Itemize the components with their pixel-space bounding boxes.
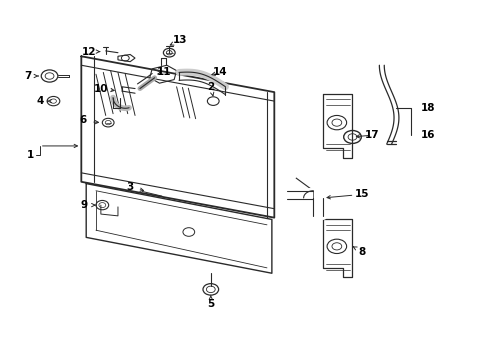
Text: 18: 18	[421, 103, 436, 113]
Text: 9: 9	[80, 200, 87, 210]
Text: 8: 8	[359, 247, 366, 257]
Text: 11: 11	[157, 67, 171, 77]
Text: 1: 1	[26, 150, 34, 160]
Text: 14: 14	[213, 67, 228, 77]
Text: 10: 10	[94, 84, 108, 94]
Text: 13: 13	[173, 35, 188, 45]
Text: 6: 6	[79, 115, 87, 125]
Text: 3: 3	[126, 182, 134, 192]
Text: 16: 16	[421, 130, 436, 140]
Text: 7: 7	[24, 71, 31, 81]
Text: 17: 17	[365, 130, 379, 140]
Text: 5: 5	[207, 299, 215, 309]
Text: 12: 12	[81, 46, 96, 57]
Text: 2: 2	[207, 82, 215, 92]
Text: 4: 4	[36, 96, 44, 106]
Text: 15: 15	[355, 189, 369, 199]
